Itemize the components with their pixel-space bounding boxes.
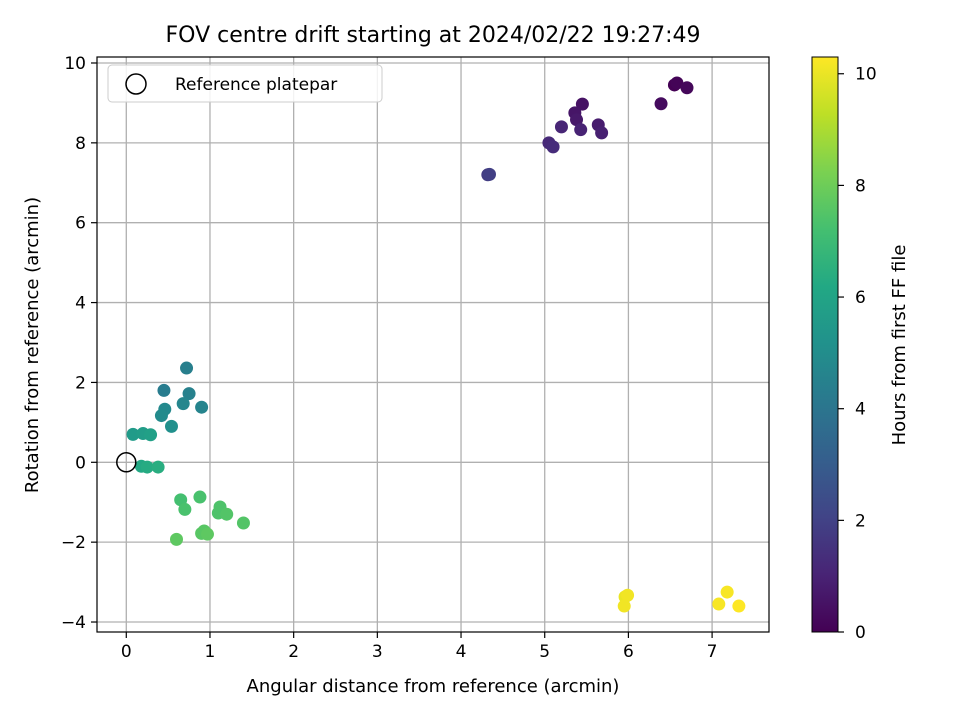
- y-tick-label: 0: [75, 453, 86, 473]
- legend-marker-reference: [125, 73, 147, 95]
- data-point: [151, 460, 165, 474]
- x-tick-label: 3: [372, 642, 383, 662]
- data-point: [546, 140, 560, 154]
- data-point: [193, 490, 207, 504]
- colorbar-tick-label: 2: [855, 511, 866, 531]
- colorbar-label: Hours from first FF file: [889, 245, 910, 446]
- y-tick-label: −2: [61, 533, 86, 553]
- data-point: [554, 120, 568, 134]
- data-point: [621, 588, 635, 602]
- data-point: [126, 427, 140, 441]
- chart-title: FOV centre drift starting at 2024/02/22 …: [166, 23, 701, 48]
- plot-frame: [96, 56, 770, 633]
- x-axis-ticks: 0 1 2 3 4 5 6 7: [121, 632, 718, 662]
- y-tick-label: 8: [75, 134, 86, 154]
- y-tick-label: 2: [75, 373, 86, 393]
- data-point: [575, 97, 589, 111]
- colorbar-tick-label: 8: [855, 176, 866, 196]
- y-axis-ticks: −4 −2 0 2 4 6 8 10: [61, 54, 97, 633]
- data-point: [180, 361, 194, 375]
- data-points: [116, 76, 746, 613]
- data-point: [720, 585, 734, 599]
- legend-frame: [107, 64, 383, 103]
- colorbar-tick-label: 10: [855, 65, 877, 85]
- data-point: [176, 397, 190, 411]
- data-point: [654, 97, 668, 111]
- legend: Reference platepar: [107, 64, 383, 103]
- x-axis-label: Angular distance from reference (arcmin): [247, 676, 620, 697]
- data-point: [732, 599, 746, 613]
- y-tick-label: 6: [75, 214, 86, 234]
- reference-platepar-marker: [116, 452, 137, 473]
- x-tick-label: 4: [456, 642, 467, 662]
- data-point: [154, 409, 168, 423]
- data-point: [200, 527, 214, 541]
- x-tick-label: 5: [539, 642, 550, 662]
- x-tick-label: 0: [121, 642, 132, 662]
- data-point: [595, 126, 609, 140]
- data-point: [220, 507, 234, 521]
- data-point: [140, 460, 154, 474]
- x-tick-label: 1: [205, 642, 216, 662]
- data-point: [182, 387, 196, 401]
- data-point: [164, 419, 178, 433]
- data-point: [570, 113, 584, 127]
- data-point: [170, 532, 184, 546]
- colorbar-ticks: 0 2 4 6 8 10: [838, 65, 877, 643]
- data-point: [236, 516, 250, 530]
- data-point: [195, 400, 209, 414]
- colorbar-gradient: [811, 56, 839, 633]
- x-tick-label: 7: [707, 642, 718, 662]
- y-tick-label: 10: [64, 54, 86, 74]
- x-tick-label: 6: [623, 642, 634, 662]
- colorbar: 0 2 4 6 8 10 Hours from first FF file: [811, 56, 910, 643]
- colorbar-tick-label: 0: [855, 623, 866, 643]
- data-point: [144, 428, 158, 442]
- data-point: [157, 383, 171, 397]
- data-point: [712, 597, 726, 611]
- data-point: [617, 599, 631, 613]
- data-point: [670, 76, 684, 90]
- data-point: [178, 502, 192, 516]
- x-tick-label: 2: [288, 642, 299, 662]
- grid-lines: [97, 57, 769, 632]
- legend-label-reference: Reference platepar: [175, 75, 337, 95]
- colorbar-tick-label: 6: [855, 288, 866, 308]
- data-point: [574, 123, 588, 137]
- y-tick-label: 4: [75, 294, 86, 314]
- y-axis-label: Rotation from reference (arcmin): [22, 197, 43, 493]
- data-point: [680, 81, 694, 95]
- y-tick-label: −4: [61, 613, 86, 633]
- data-point: [482, 167, 496, 181]
- colorbar-tick-label: 4: [855, 400, 866, 420]
